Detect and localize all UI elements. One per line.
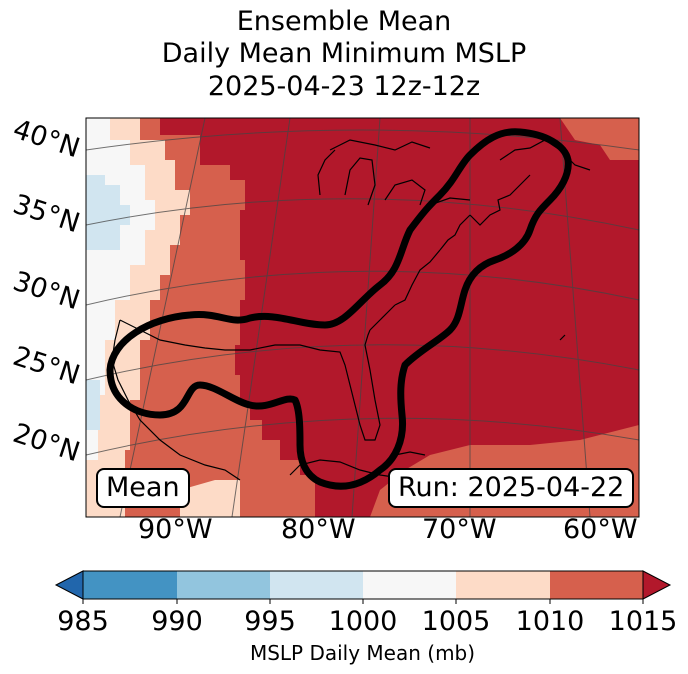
lon-label-80w: 80°W (281, 514, 356, 545)
graticule (86, 118, 639, 517)
colorbar (54, 570, 672, 604)
colorbar-bin-990-995 (177, 571, 270, 599)
colorbar-ticks (82, 599, 644, 604)
colorbar-tick-label: 1015 (608, 606, 678, 637)
colorbar-label: MSLP Daily Mean (mb) (249, 641, 476, 665)
colorbar-extend-low (54, 570, 84, 600)
colorbar-tick-label: 1000 (328, 606, 398, 637)
title-line-3: 2025-04-23 12z-12z (207, 71, 481, 102)
map-border (85, 117, 640, 518)
lon-label-60w: 60°W (563, 514, 638, 545)
colorbar-bin-1010-1015 (550, 571, 643, 599)
colorbar-tick-label: 990 (151, 606, 203, 637)
colorbar-bin-1005-1010 (456, 571, 550, 599)
colorbar-tick-label: 995 (244, 606, 296, 637)
colorbar-tick-label: 1010 (515, 606, 585, 637)
colorbar-bin-1000-1005 (363, 571, 456, 599)
colorbar-tick-label: 1005 (421, 606, 491, 637)
pressure-field-995-1000 (86, 175, 130, 250)
pressure-field-1005-1010-s (180, 480, 240, 517)
outlook-contour (106, 128, 572, 490)
colorbar-bin-995-1000 (270, 571, 363, 599)
title-line-1: Ensemble Mean (236, 6, 452, 37)
run-date-box: Run: 2025-04-22 (388, 468, 635, 508)
pressure-field-995-1000-s (86, 380, 100, 430)
lon-label-90w: 90°W (138, 514, 213, 545)
colorbar-tick-label: 985 (57, 606, 109, 637)
title-line-2: Daily Mean Minimum MSLP (161, 38, 527, 69)
colorbar-extend-high (642, 570, 672, 600)
lon-label-70w: 70°W (422, 514, 497, 545)
map-area (86, 118, 639, 517)
mean-label-box: Mean (96, 468, 190, 508)
pressure-field-1010-1015-ne (560, 118, 639, 160)
colorbar-bin-985-990 (83, 571, 177, 599)
